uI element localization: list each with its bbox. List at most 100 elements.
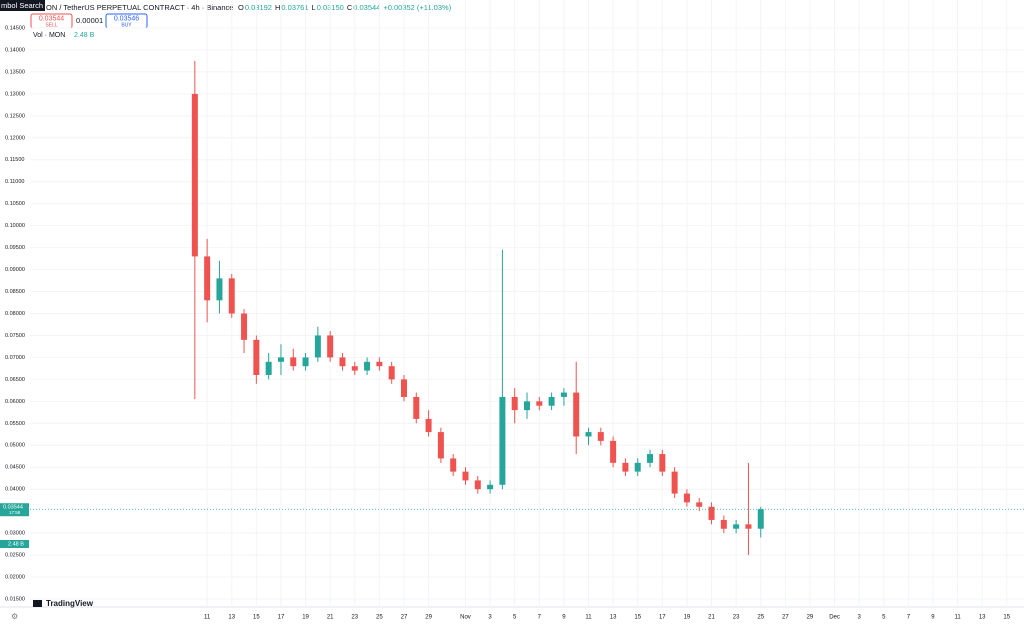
candle-body: [277, 357, 284, 362]
ohlc-key: O: [238, 3, 244, 12]
x-tick-label: 11: [204, 615, 211, 621]
candle-body: [733, 524, 740, 529]
candle-body: [683, 493, 690, 503]
x-tick-label: 27: [401, 615, 408, 621]
candle-body: [573, 392, 580, 437]
candle-body: [462, 471, 469, 481]
x-tick-label: 11: [585, 615, 592, 621]
x-tick-label: 25: [757, 615, 764, 621]
candle-body: [413, 396, 420, 419]
y-tick-label: 0.13500: [5, 69, 25, 75]
candle-body: [400, 379, 407, 397]
x-tick-label: 7: [538, 615, 542, 621]
candle-body: [634, 462, 641, 472]
y-tick-label: 0.14000: [5, 47, 25, 53]
countdown: 17:58: [9, 510, 21, 515]
x-tick-label: 3: [488, 615, 492, 621]
candle-body: [216, 278, 223, 301]
candle-body: [388, 366, 395, 380]
candle-body: [425, 418, 432, 433]
last-price-tag: [0, 503, 29, 517]
y-tick-label: 0.14500: [5, 25, 25, 31]
candle-body: [585, 432, 592, 437]
candle-body: [314, 335, 321, 358]
last-price-label: 0.03544: [3, 505, 23, 511]
candle-body: [560, 392, 567, 397]
candle-body: [290, 357, 297, 367]
candle-body: [364, 361, 371, 371]
buy-label: BUY: [121, 22, 132, 28]
y-tick-label: 0.11000: [5, 179, 24, 185]
candle-body: [265, 361, 272, 375]
x-tick-label: 9: [931, 615, 935, 621]
ohlc-change: +0.00352 (+11.03%): [383, 3, 451, 12]
buy-price: 0.03546: [114, 15, 139, 22]
x-tick-label: Dec: [829, 615, 840, 621]
settings-icon[interactable]: ⚙: [11, 612, 18, 621]
y-tick-label: 0.13000: [5, 91, 25, 97]
candle-body: [548, 396, 555, 406]
y-tick-label: 0.08500: [5, 289, 25, 295]
y-tick-label: 0.12000: [5, 135, 25, 141]
candle-body: [499, 396, 506, 485]
y-tick-label: 0.04000: [5, 487, 25, 493]
candle-body: [327, 335, 334, 358]
y-tick-label: 0.10500: [5, 201, 25, 207]
candle-body: [204, 256, 211, 301]
y-tick-label: 0.05000: [5, 443, 25, 449]
candle-body: [241, 313, 248, 340]
spread: 0.00001: [76, 16, 103, 25]
x-tick-label: 13: [228, 615, 235, 621]
tooltip-text: mbol Search: [1, 1, 43, 10]
y-tick-label: 0.04500: [5, 465, 25, 471]
y-tick-label: 0.07000: [5, 355, 25, 361]
x-tick-label: 7: [907, 615, 911, 621]
candle-body: [536, 401, 543, 406]
x-tick-label: 21: [327, 615, 334, 621]
volume-tag: [0, 540, 29, 548]
x-tick-label: 3: [857, 615, 861, 621]
x-tick-label: 15: [253, 615, 260, 621]
candle-body: [659, 454, 666, 472]
volume-value: 2.48 B: [74, 32, 95, 39]
volume-label: Vol · MON: [33, 32, 65, 39]
candle-body: [610, 440, 617, 463]
candle-body: [450, 458, 457, 472]
x-tick-label: 13: [610, 615, 617, 621]
x-tick-label: 15: [634, 615, 641, 621]
candle-body: [191, 93, 198, 257]
x-tick-label: 17: [278, 615, 285, 621]
candle-body: [302, 357, 309, 367]
candle-body: [708, 506, 715, 520]
candle-body: [339, 357, 346, 367]
x-tick-label: 19: [684, 615, 691, 621]
x-tick-label: 23: [351, 615, 358, 621]
logo[interactable]: TradingView: [46, 599, 94, 608]
ohlc-value: 0.03192: [245, 3, 272, 12]
x-tick-label: 19: [302, 615, 309, 621]
ohlc-key: H: [275, 3, 280, 12]
x-tick-label: 29: [807, 615, 814, 621]
candle-body: [376, 361, 383, 367]
y-tick-label: 0.06500: [5, 377, 25, 383]
x-tick-label: 5: [882, 615, 886, 621]
y-tick-label: 0.02500: [5, 553, 25, 559]
x-tick-label: 17: [659, 615, 666, 621]
candle-body: [696, 502, 703, 507]
symbol-title: ON / TetherUS PERPETUAL CONTRACT · 4h · …: [46, 3, 233, 12]
y-tick-label: 0.11500: [5, 157, 24, 163]
candle-body: [253, 339, 260, 375]
candle-body: [437, 432, 444, 459]
candle-body: [745, 524, 752, 529]
y-tick-label: 0.05500: [5, 421, 25, 427]
candle-body: [671, 471, 678, 494]
sell-price: 0.03544: [39, 15, 64, 22]
candle-body: [647, 454, 654, 463]
y-tick-label: 0.06000: [5, 399, 25, 405]
volume-tag-label: 2.48 B: [8, 541, 24, 547]
x-tick-label: 21: [708, 615, 715, 621]
y-tick-label: 0.08000: [5, 311, 25, 317]
candle-body: [511, 396, 518, 411]
